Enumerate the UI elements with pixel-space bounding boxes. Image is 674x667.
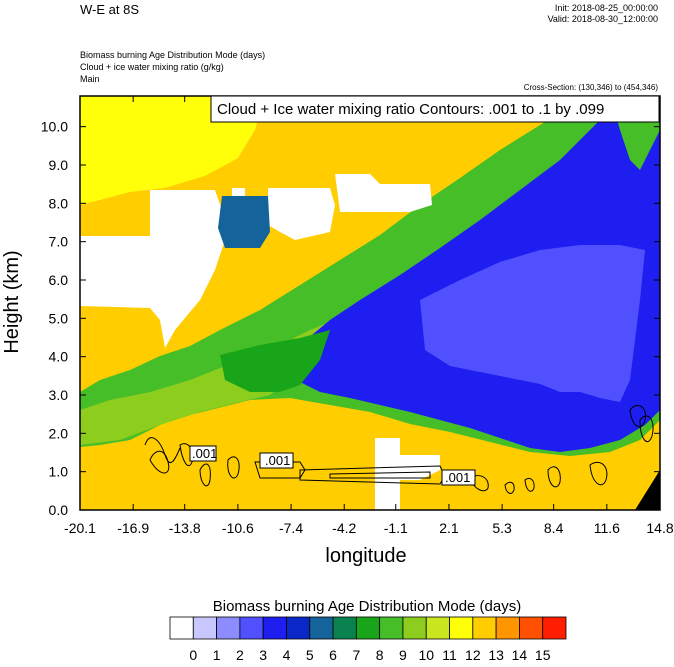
colorbar-label: 0 — [189, 647, 197, 663]
colorbar-swatch — [495, 616, 520, 640]
colorbar-label: 1 — [213, 647, 221, 663]
colorbar-swatch — [472, 616, 497, 640]
field-line-cloud: Cloud + ice water mixing ratio (g/kg) — [80, 62, 224, 72]
colorbar-swatch — [309, 616, 334, 640]
y-tick-label: 10.0 — [41, 119, 68, 135]
colorbar-label: 14 — [512, 647, 528, 663]
x-tick-label: -10.6 — [222, 520, 254, 536]
white-patch-right — [335, 174, 432, 212]
x-axis-title: longitude — [325, 545, 406, 567]
plot-area — [80, 96, 660, 510]
colorbar-label: 2 — [236, 647, 244, 663]
y-tick-label: 0.0 — [49, 502, 69, 518]
colorbar-label: 5 — [306, 647, 314, 663]
white-patch-mid2 — [268, 188, 335, 240]
colorbar-swatch — [449, 616, 474, 640]
colorbar-label: 11 — [442, 647, 457, 663]
cross-section-label: Cross-Section: (130,346) to (454,346) — [523, 83, 658, 92]
upper-left-yellow — [80, 96, 260, 205]
y-tick-label: 5.0 — [49, 310, 69, 326]
contour-info-text: Cloud + Ice water mixing ratio Contours:… — [217, 101, 604, 118]
colorbar-label: 13 — [488, 647, 504, 663]
x-tick-label: -13.8 — [169, 520, 201, 536]
colorbar-label: 8 — [376, 647, 384, 663]
colorbar-swatch — [332, 616, 357, 640]
y-tick-label: 4.0 — [49, 349, 69, 365]
y-axis: 0.0 1.0 2.0 3.0 4.0 5.0 6.0 7.0 8.0 9.0 10.0 — [41, 119, 660, 518]
colorbar-label: 6 — [329, 647, 337, 663]
y-tick-label: 3.0 — [49, 387, 69, 403]
colorbar-swatch — [169, 616, 194, 640]
x-tick-label: -7.4 — [279, 520, 303, 536]
white-patch-left — [80, 190, 225, 348]
x-axis: -20.1 -16.9 -13.8 -10.6 -7.4 -4.2 -1.1 2.1 5.3 8.… — [64, 96, 674, 536]
colorbar-swatch — [379, 616, 404, 640]
colorbar-swatch — [286, 616, 311, 640]
x-tick-label: 2.1 — [439, 520, 459, 536]
colorbar-title: Biomass burning Age Distribution Mode (d… — [213, 598, 521, 615]
y-tick-label: 7.0 — [49, 234, 69, 250]
colorbar-label: 3 — [259, 647, 267, 663]
colorbar-swatch — [519, 616, 544, 640]
colorbar-label: 12 — [465, 647, 481, 663]
colorbar-swatch — [542, 616, 567, 640]
colorbar-swatch — [355, 616, 381, 640]
y-tick-label: 2.0 — [49, 425, 69, 441]
y-tick-label: 8.0 — [49, 195, 69, 211]
field-line-biomass: Biomass burning Age Distribution Mode (d… — [80, 50, 266, 60]
plume-lightblue-interior — [420, 245, 645, 402]
green-mid-region — [220, 330, 330, 392]
x-tick-label: 14.8 — [646, 520, 673, 536]
colorbar-swatch — [239, 616, 264, 640]
x-tick-label: 8.4 — [544, 520, 564, 536]
colorbar-label: 10 — [418, 647, 434, 663]
contour-label-text-3: .001 — [445, 470, 470, 485]
valid-time: Valid: 2018-08-30_12:00:00 — [547, 14, 658, 24]
colorbar-swatch — [262, 616, 287, 640]
y-axis-title: Height (km) — [1, 250, 23, 353]
colorbar-swatch — [425, 616, 450, 640]
contour-label-3: .001 — [441, 469, 476, 486]
x-tick-label: -20.1 — [64, 520, 96, 536]
contour-label-text-2: .001 — [265, 453, 290, 468]
x-tick-label: 5.3 — [492, 520, 512, 536]
colorbar-label: 15 — [535, 647, 551, 663]
x-tick-label: -16.9 — [117, 520, 149, 536]
contour-info-box: Cloud + Ice water mixing ratio Contours:… — [210, 95, 660, 123]
field-line-main: Main — [80, 74, 100, 84]
teal-patch — [218, 196, 270, 248]
colorbar: 0 1 2 3 4 5 6 7 8 9 10 11 12 13 14 15 — [169, 616, 567, 663]
x-tick-label: -1.1 — [384, 520, 408, 536]
colorbar-label: 9 — [399, 647, 407, 663]
x-tick-label: 11.6 — [594, 520, 620, 536]
y-tick-label: 9.0 — [49, 157, 69, 173]
contour-label-2: .001 — [259, 452, 294, 469]
contour-label-1: .001 — [189, 445, 217, 462]
y-tick-label: 1.0 — [49, 464, 69, 480]
init-time: Init: 2018-08-25_00:00:00 — [554, 3, 658, 13]
colorbar-label: 4 — [283, 647, 291, 663]
white-patch-bottom — [375, 438, 440, 510]
colorbar-swatch — [192, 616, 217, 640]
plot-title: W-E at 8S — [80, 2, 140, 17]
colorbar-swatch — [402, 616, 427, 640]
colorbar-label: 7 — [352, 647, 360, 663]
bottom-right-terrain — [635, 470, 660, 510]
y-tick-label: 6.0 — [49, 272, 69, 288]
colorbar-swatch — [216, 616, 241, 640]
contour-label-text-1: .001 — [192, 446, 217, 461]
x-tick-label: -4.2 — [332, 520, 356, 536]
